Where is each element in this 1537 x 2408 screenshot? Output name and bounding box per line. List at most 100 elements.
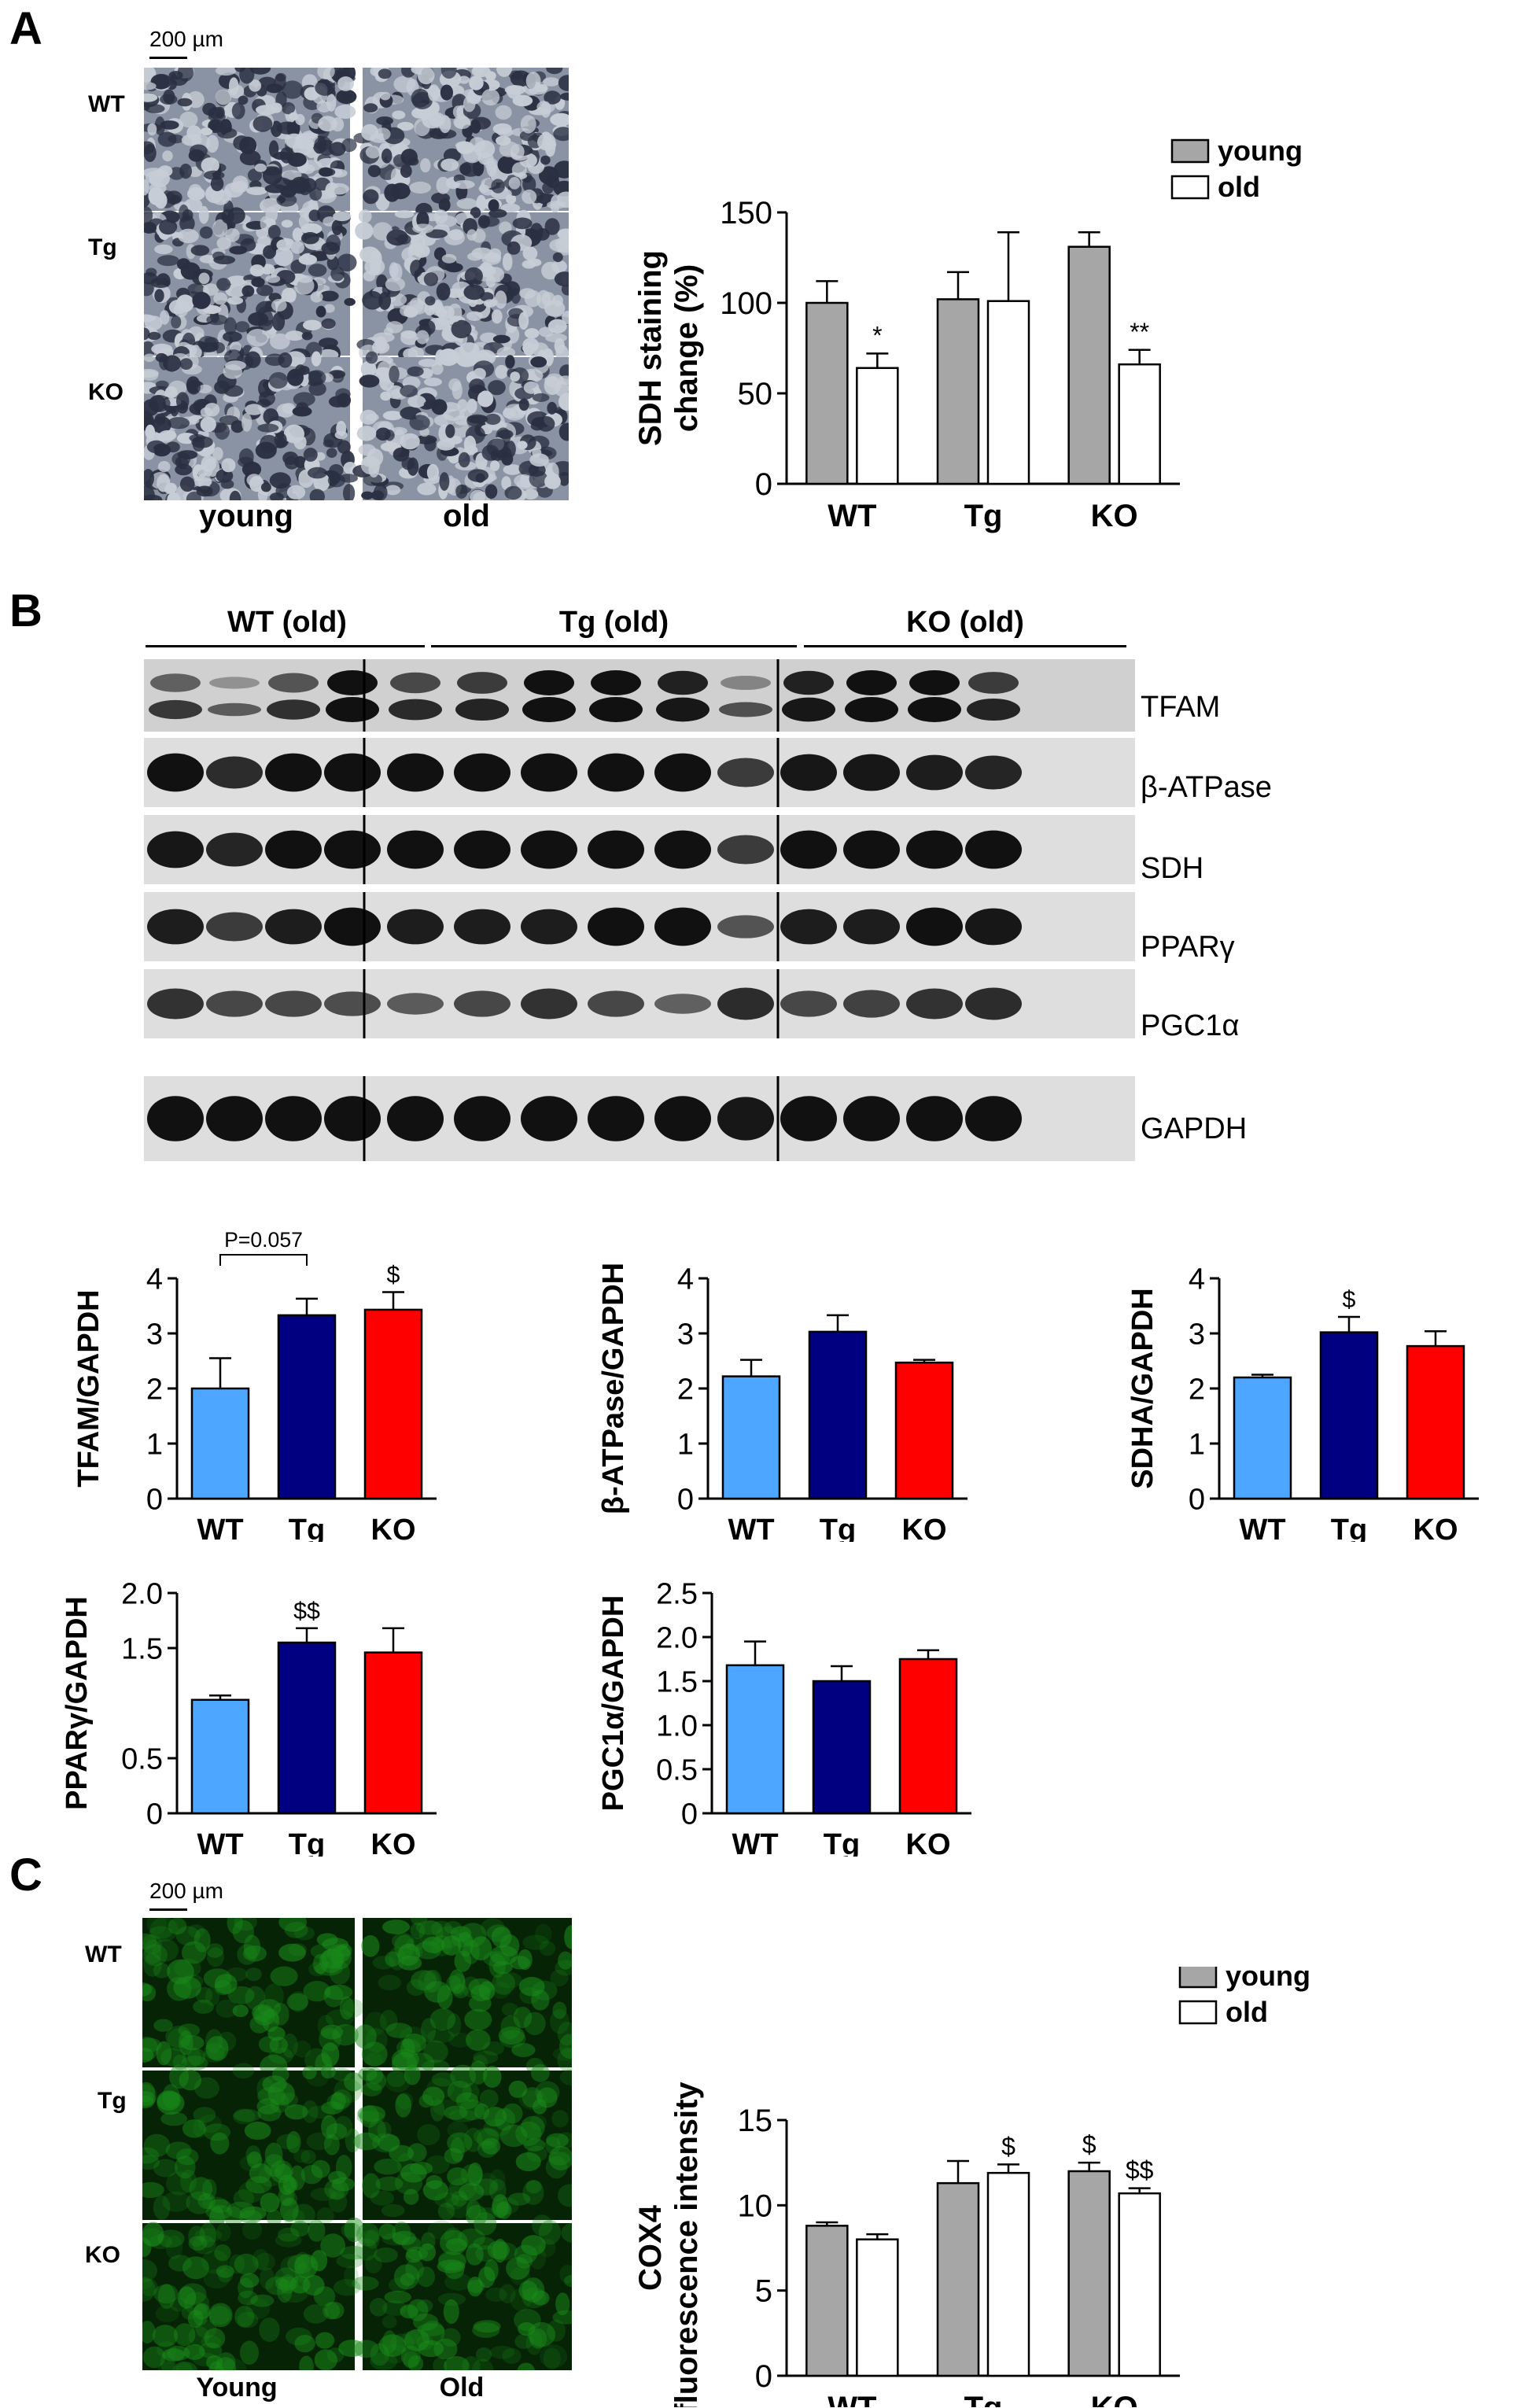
muscle-fiber (380, 391, 392, 401)
blot-band (782, 697, 835, 722)
fluorescent-fiber (270, 1966, 298, 1986)
muscle-fiber (223, 385, 244, 397)
fluorescent-fiber (405, 2259, 424, 2280)
significance-mark: $ (1343, 1286, 1356, 1313)
fluorescent-fiber (157, 2284, 175, 2310)
muscle-fiber (187, 186, 205, 201)
col-label-young-c: Young (196, 2373, 278, 2402)
fluorescent-fiber (172, 2361, 197, 2370)
y-tick-label: 50 (738, 377, 773, 411)
muscle-fiber (445, 424, 455, 438)
blot-band (324, 991, 381, 1016)
fluorescent-fiber (202, 2178, 217, 2200)
y-axis-label: SDHA/GAPDH (1126, 1288, 1159, 1488)
muscle-fiber (144, 315, 163, 330)
legend-swatch (1178, 1967, 1218, 1989)
muscle-fiber (463, 95, 476, 112)
fluorescent-fiber (378, 2223, 396, 2240)
y-tick-label: 150 (720, 196, 772, 230)
fluorescent-fiber (233, 2189, 255, 2208)
fluorescent-fiber (444, 2186, 466, 2210)
fluorescent-fiber (245, 1986, 266, 2011)
fluorescent-fiber (352, 2276, 379, 2291)
muscle-fiber (415, 330, 429, 345)
fluorescent-fiber (473, 2320, 501, 2333)
muscle-fiber (317, 68, 335, 79)
blot-band (324, 830, 381, 869)
muscle-fiber (208, 107, 224, 119)
significance-mark: $$ (1126, 2156, 1154, 2185)
fluorescent-fiber (437, 2259, 466, 2273)
fluorescent-fiber (559, 2034, 572, 2059)
fluorescent-fiber (188, 2325, 210, 2347)
micrograph-tile (144, 68, 357, 218)
fluorescent-fiber (332, 2024, 359, 2046)
x-tick-label: Tg (289, 1828, 325, 1857)
fluorescent-fiber (300, 2164, 323, 2185)
fluorescent-fiber (197, 2192, 216, 2210)
fluorescent-fiber (359, 2105, 379, 2128)
muscle-fiber (552, 252, 563, 263)
x-tick-label: Tg (289, 1514, 325, 1542)
muscle-fiber (501, 476, 511, 490)
muscle-fiber (544, 218, 560, 235)
muscle-fiber (466, 415, 481, 426)
fluorescent-fiber (525, 2330, 543, 2355)
muscle-fiber (409, 181, 431, 194)
bar (936, 298, 980, 485)
y-tick-label: 0.5 (121, 1742, 163, 1776)
muscle-fiber (378, 292, 391, 310)
sdh-staining-chart: 0 50 100 150 SDH staining change (%) WT * Tg KO **… (633, 135, 1303, 533)
fluorescent-fiber (447, 2121, 469, 2139)
muscle-fiber (147, 331, 161, 341)
muscle-fiber (420, 158, 431, 173)
muscle-fiber (414, 118, 430, 137)
fluorescent-fiber (434, 2192, 459, 2207)
fluorescent-fiber (234, 2306, 255, 2328)
fluorescent-fiber (385, 2070, 411, 2093)
muscle-fiber (365, 146, 381, 159)
muscle-fiber (144, 144, 157, 162)
muscle-fiber (378, 68, 392, 79)
muscle-fiber (331, 219, 343, 235)
fluorescent-fiber (355, 2238, 378, 2261)
pgc1a-chart: 0 0.5 1.0 1.5 2.0 2.5 PGC1α/GAPDH WT Tg KO (597, 1577, 971, 1857)
bar (1118, 363, 1161, 485)
fluorescent-fiber (507, 2192, 531, 2206)
muscle-fiber (208, 120, 221, 131)
fluorescent-fiber (538, 2220, 562, 2245)
fluorescent-fiber (142, 1982, 153, 1997)
fluorescent-fiber (165, 2235, 183, 2259)
muscle-fiber (333, 211, 352, 222)
fluorescent-fiber (166, 2171, 194, 2196)
y-tick-label: 1.5 (656, 1665, 698, 1698)
fluorescent-fiber (205, 1986, 220, 2006)
fluorescent-fiber (462, 2082, 480, 2102)
muscle-fiber (477, 390, 494, 407)
muscle-fiber (488, 208, 507, 218)
fluorescent-fiber (289, 2165, 305, 2191)
muscle-fiber (227, 297, 244, 305)
x-tick-label: KO (906, 1828, 951, 1857)
fluorescent-fiber (515, 2152, 541, 2172)
muscle-fiber (448, 303, 463, 323)
muscle-fiber (276, 121, 299, 135)
muscle-fiber (254, 163, 267, 172)
fluorescent-fiber (492, 1960, 513, 1975)
muscle-fiber (171, 315, 182, 329)
muscle-fiber (447, 352, 461, 364)
muscle-fiber (151, 343, 173, 355)
muscle-fiber (443, 409, 465, 422)
fluorescent-fiber (555, 1960, 572, 1976)
fluorescent-fiber (252, 2248, 270, 2270)
fluorescent-fiber (321, 1949, 345, 1969)
y-tick-label: 4 (146, 1263, 163, 1296)
muscle-fiber (497, 430, 514, 439)
fluorescent-fiber (354, 2024, 377, 2049)
fluorescent-fiber (369, 2298, 388, 2317)
y-tick-label: 2.0 (656, 1621, 698, 1654)
y-axis-label: PPARγ/GAPDH (61, 1596, 94, 1810)
muscle-fiber (159, 219, 178, 235)
muscle-fiber (544, 373, 565, 388)
fluorescent-fiber (142, 2277, 156, 2302)
